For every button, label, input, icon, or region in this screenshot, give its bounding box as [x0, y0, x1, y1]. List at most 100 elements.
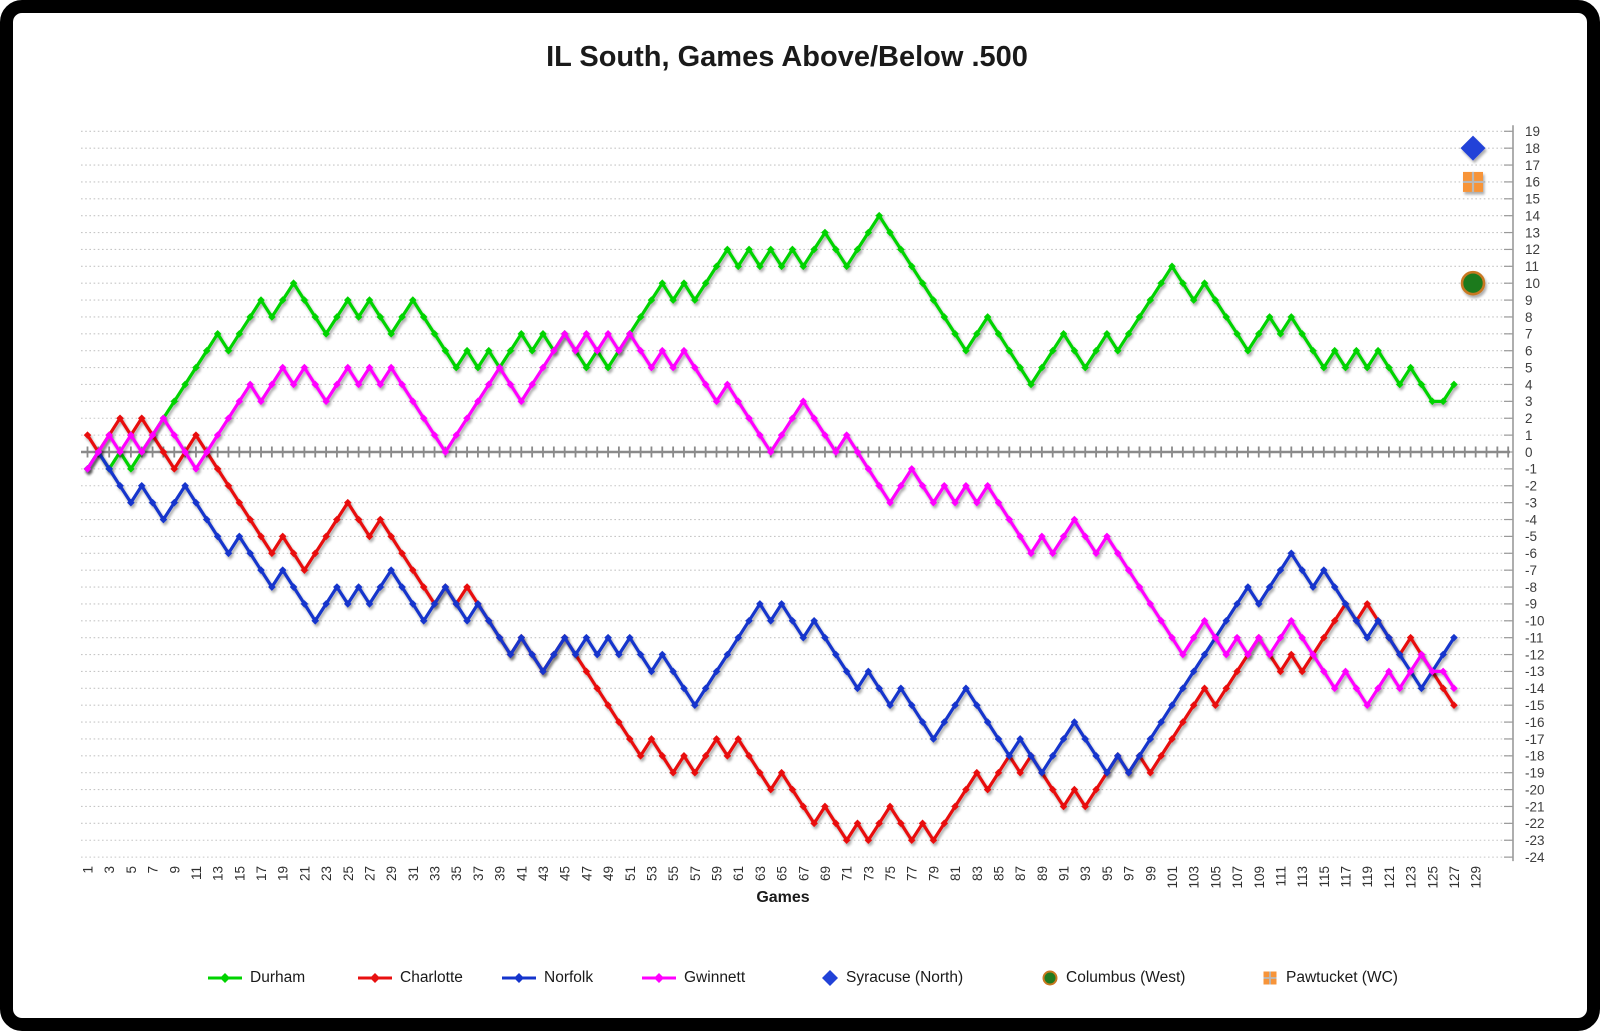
- svg-text:127: 127: [1447, 866, 1462, 889]
- svg-text:17: 17: [254, 866, 269, 881]
- svg-text:-7: -7: [1525, 563, 1537, 578]
- svg-text:115: 115: [1317, 866, 1332, 888]
- svg-text:2: 2: [1525, 411, 1533, 426]
- syracuse-diamond-icon: [822, 970, 838, 986]
- svg-text:77: 77: [905, 866, 920, 881]
- zero-axis: [81, 446, 1510, 458]
- svg-text:1: 1: [1525, 428, 1533, 443]
- legend-label: Columbus (West): [1066, 969, 1186, 986]
- svg-text:45: 45: [558, 866, 573, 881]
- svg-text:49: 49: [601, 866, 616, 881]
- svg-text:99: 99: [1143, 866, 1158, 881]
- svg-text:11: 11: [189, 866, 204, 880]
- svg-text:3: 3: [102, 866, 117, 874]
- legend-label: Charlotte: [400, 969, 463, 986]
- chart-title: IL South, Games Above/Below .500: [546, 41, 1028, 73]
- svg-text:5: 5: [124, 866, 139, 874]
- svg-text:-19: -19: [1525, 766, 1545, 781]
- svg-text:8: 8: [1525, 310, 1533, 325]
- legend: Durham Charlotte Norfolk Gwinnett: [13, 961, 1587, 995]
- svg-text:97: 97: [1122, 866, 1137, 881]
- svg-text:-2: -2: [1525, 479, 1537, 494]
- svg-text:33: 33: [428, 866, 443, 881]
- svg-text:-12: -12: [1525, 647, 1545, 662]
- svg-text:-4: -4: [1525, 512, 1537, 527]
- svg-text:27: 27: [362, 866, 377, 881]
- svg-text:17: 17: [1525, 158, 1540, 173]
- svg-text:113: 113: [1295, 866, 1310, 888]
- svg-text:35: 35: [449, 866, 464, 881]
- svg-text:101: 101: [1165, 866, 1180, 889]
- legend-item-syracuse: Syracuse (North): [821, 961, 963, 995]
- x-axis-title: Games: [756, 889, 810, 906]
- svg-text:6: 6: [1525, 344, 1533, 359]
- svg-text:61: 61: [731, 866, 746, 881]
- plot-area: 191817161514131211109876543210-1-2-3-4-5…: [81, 124, 1546, 889]
- svg-text:57: 57: [688, 866, 703, 881]
- svg-text:18: 18: [1525, 141, 1540, 156]
- svg-text:4: 4: [1525, 377, 1533, 392]
- svg-text:63: 63: [753, 866, 768, 881]
- series-norfolk-line: [83, 448, 1458, 777]
- columbus-circle-marker: [1460, 270, 1486, 296]
- svg-text:-18: -18: [1525, 749, 1545, 764]
- svg-text:10: 10: [1525, 276, 1540, 291]
- svg-text:16: 16: [1525, 175, 1540, 190]
- svg-text:7: 7: [1525, 327, 1533, 342]
- svg-text:0: 0: [1525, 445, 1533, 460]
- svg-text:95: 95: [1100, 866, 1115, 881]
- svg-text:15: 15: [1525, 192, 1540, 207]
- svg-text:9: 9: [167, 866, 182, 874]
- svg-text:71: 71: [840, 866, 855, 881]
- svg-text:12: 12: [1525, 242, 1540, 257]
- svg-text:69: 69: [818, 866, 833, 881]
- svg-text:21: 21: [297, 866, 312, 881]
- syracuse-diamond-marker: [1460, 135, 1486, 161]
- charlotte-line-marker: [358, 973, 392, 983]
- svg-text:47: 47: [579, 866, 594, 881]
- legend-item-columbus: Columbus (West): [1041, 961, 1185, 995]
- svg-text:31: 31: [406, 866, 421, 881]
- svg-text:91: 91: [1057, 866, 1072, 881]
- svg-text:111: 111: [1273, 866, 1288, 887]
- legend-item-gwinnett: Gwinnett: [641, 961, 745, 995]
- svg-text:105: 105: [1208, 866, 1223, 889]
- gwinnett-line-marker: [642, 973, 676, 983]
- svg-text:11: 11: [1525, 259, 1539, 274]
- svg-text:25: 25: [341, 866, 356, 881]
- standalone-team-markers: [1460, 135, 1486, 296]
- svg-text:41: 41: [514, 866, 529, 881]
- svg-text:51: 51: [623, 866, 638, 881]
- svg-text:73: 73: [861, 866, 876, 881]
- svg-text:-6: -6: [1525, 546, 1537, 561]
- svg-text:29: 29: [384, 866, 399, 881]
- svg-text:123: 123: [1404, 866, 1419, 889]
- legend-label: Gwinnett: [684, 969, 746, 986]
- svg-text:119: 119: [1360, 866, 1375, 888]
- durham-line-marker: [208, 973, 242, 983]
- norfolk-line-marker: [502, 973, 536, 983]
- svg-text:109: 109: [1252, 866, 1267, 889]
- svg-text:14: 14: [1525, 208, 1541, 223]
- svg-text:37: 37: [471, 866, 486, 881]
- svg-text:-3: -3: [1525, 495, 1537, 510]
- svg-text:9: 9: [1525, 293, 1533, 308]
- legend-item-charlotte: Charlotte: [357, 961, 463, 995]
- svg-text:39: 39: [493, 866, 508, 881]
- series-charlotte-line: [83, 414, 1458, 845]
- svg-text:117: 117: [1339, 866, 1354, 888]
- svg-text:3: 3: [1525, 394, 1533, 409]
- svg-text:65: 65: [775, 866, 790, 881]
- svg-text:-20: -20: [1525, 782, 1545, 797]
- svg-text:-1: -1: [1525, 462, 1537, 477]
- svg-text:83: 83: [970, 866, 985, 881]
- svg-text:55: 55: [666, 866, 681, 881]
- svg-text:-21: -21: [1525, 799, 1545, 814]
- svg-text:-24: -24: [1525, 850, 1545, 865]
- svg-text:93: 93: [1078, 866, 1093, 881]
- pawtucket-square-icon: [1263, 971, 1277, 985]
- svg-text:89: 89: [1035, 866, 1050, 881]
- x-axis-labels: 1 3 5 7 9 11 13 15 17 19 21 23 25 27 29 31 33 35 37 39 41 43 4…: [81, 866, 1484, 889]
- svg-text:79: 79: [926, 866, 941, 881]
